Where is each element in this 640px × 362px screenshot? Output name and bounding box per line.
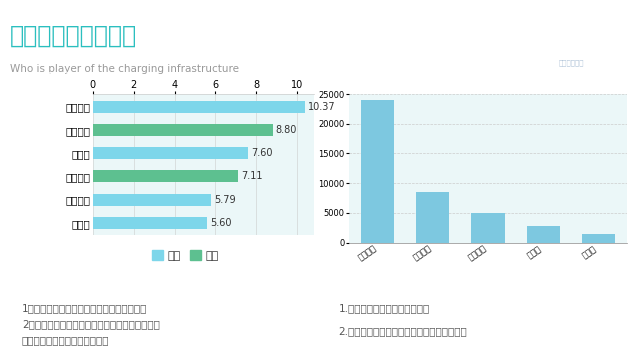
Text: 汽车电子设计: 汽车电子设计: [559, 60, 584, 66]
Text: 观点：: 观点：: [22, 275, 44, 288]
Bar: [93, 147, 248, 159]
Text: 2）充电设施说到底还是一种基础设施，这种属性: 2）充电设施说到底还是一种基础设施，这种属性: [22, 319, 160, 329]
Bar: [472, 213, 504, 243]
Bar: [93, 194, 211, 206]
Bar: [93, 170, 238, 182]
Text: 1）不同的打法，民企还是占据了初步的优势: 1）不同的打法，民企还是占据了初步的优势: [22, 303, 147, 313]
Text: 1.车企布局的数量其实并不重要: 1.车企布局的数量其实并不重要: [339, 303, 430, 313]
Text: 5.60: 5.60: [211, 218, 232, 228]
Bar: [362, 100, 394, 243]
Bar: [93, 101, 305, 113]
Text: 观点：: 观点：: [339, 275, 361, 288]
Text: Who is player of the charging infrastructure: Who is player of the charging infrastruc…: [10, 64, 239, 73]
Text: 往后面来看存在巨大的不确定性: 往后面来看存在巨大的不确定性: [22, 336, 109, 346]
Bar: [527, 226, 559, 243]
Text: 10.37: 10.37: [308, 102, 335, 111]
Bar: [582, 234, 614, 243]
Text: 5.79: 5.79: [214, 195, 236, 205]
Text: 排名前列的玩家: 排名前列的玩家: [22, 71, 83, 86]
Text: 主要的车企情况: 主要的车企情况: [339, 71, 400, 86]
Text: 中国充电设施的布局: 中国充电设施的布局: [10, 23, 137, 47]
Text: 7.60: 7.60: [252, 148, 273, 158]
Bar: [417, 192, 449, 243]
Text: 2.公共充电对于车企来说，主要围绕直流充电: 2.公共充电对于车企来说，主要围绕直流充电: [339, 326, 467, 336]
Text: 7.11: 7.11: [241, 171, 263, 181]
Legend: 民企, 国有: 民企, 国有: [152, 250, 219, 261]
Bar: [93, 217, 207, 229]
Text: 8.80: 8.80: [276, 125, 297, 135]
Bar: [93, 124, 273, 136]
